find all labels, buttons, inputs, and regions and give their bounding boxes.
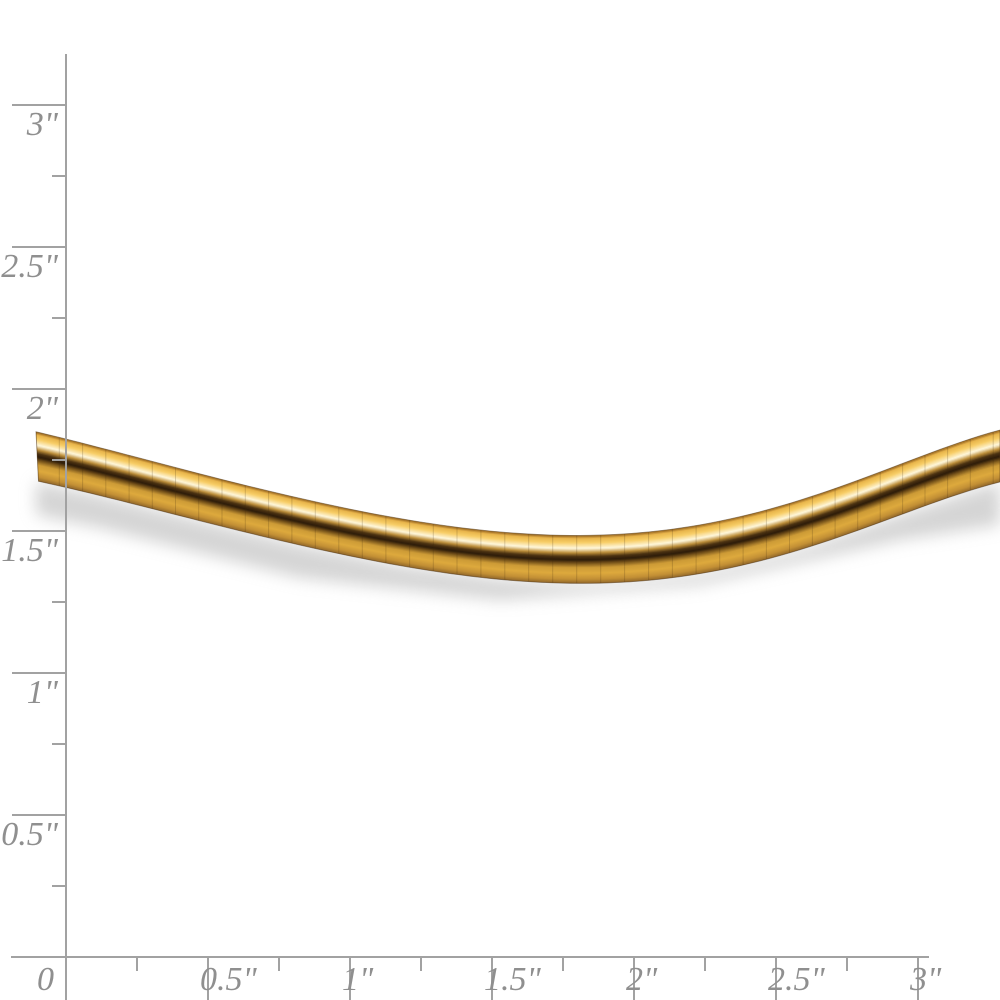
svg-text:0.5": 0.5" (1, 816, 59, 853)
svg-text:1": 1" (27, 674, 59, 711)
svg-text:2.5": 2.5" (1, 248, 59, 285)
svg-text:1": 1" (342, 961, 374, 998)
svg-text:2": 2" (626, 961, 658, 998)
svg-text:2": 2" (27, 390, 59, 427)
svg-text:2.5": 2.5" (768, 961, 826, 998)
svg-text:0.5": 0.5" (200, 961, 258, 998)
svg-text:3": 3" (26, 106, 59, 143)
svg-text:1.5": 1.5" (484, 961, 542, 998)
svg-text:0: 0 (37, 961, 54, 998)
svg-text:1.5": 1.5" (1, 532, 59, 569)
svg-text:3": 3" (909, 961, 942, 998)
